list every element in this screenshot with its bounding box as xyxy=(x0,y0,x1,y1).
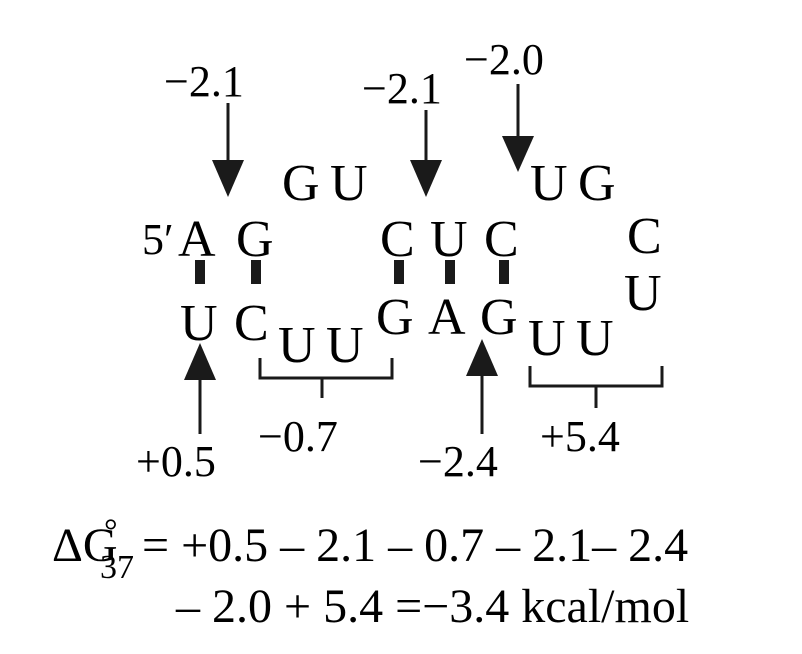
base-3p-u: U xyxy=(180,295,218,352)
equation-line-2: – 2.0 + 5.4 =−3.4 kcal/mol xyxy=(175,580,689,633)
hairpin-g: G xyxy=(578,155,616,212)
pair-bar-c-g2 xyxy=(499,260,509,284)
value-internal-loop: −0.7 xyxy=(258,412,338,461)
arrowhead-ag-stack xyxy=(212,160,244,197)
arrowhead-ua-stack xyxy=(466,339,498,376)
base-5p-u: U xyxy=(430,211,468,268)
five-prime-label: 5′ xyxy=(142,215,174,264)
arrowhead-terminal xyxy=(184,343,216,380)
base-3p-g2: G xyxy=(480,289,518,346)
internal-loop-bracket xyxy=(258,358,394,398)
delta-g-symbol: ΔG xyxy=(52,519,118,572)
base-3p-c: C xyxy=(234,295,269,352)
hairpin-bracket xyxy=(528,366,664,408)
value-ua-stack: −2.4 xyxy=(418,437,498,486)
arrowhead-dangle xyxy=(502,136,534,172)
base-3p-g: G xyxy=(376,289,414,346)
delta-g-degree: ° xyxy=(104,513,118,550)
pair-bar-c-g xyxy=(394,260,404,284)
hairpin-u3: U xyxy=(576,310,614,367)
pair-bar-u-a xyxy=(445,260,455,284)
base-5p-c: C xyxy=(380,211,415,268)
loop-top-g: G xyxy=(282,155,320,212)
value-hairpin: +5.4 xyxy=(540,412,620,461)
equation-line-1: = +0.5 – 2.1 – 0.7 – 2.1– 2.4 xyxy=(142,519,688,572)
loop-bottom-u1: U xyxy=(278,317,316,374)
value-terminal: +0.5 xyxy=(136,437,216,486)
value-ag-stack: −2.1 xyxy=(164,57,244,106)
hairpin-c: C xyxy=(627,208,662,265)
base-5p-a: A xyxy=(178,211,216,268)
loop-top-u: U xyxy=(330,155,368,212)
base-5p-g: G xyxy=(236,211,274,268)
loop-bottom-u2: U xyxy=(326,317,364,374)
value-cu-stack: −2.1 xyxy=(362,64,442,113)
base-3p-a: A xyxy=(428,289,466,346)
hairpin-u1: U xyxy=(530,155,568,212)
arrowhead-cu-stack xyxy=(410,160,442,197)
base-5p-c2: C xyxy=(484,211,519,268)
hairpin-u4: U xyxy=(528,310,566,367)
hairpin-u2: U xyxy=(624,265,662,322)
pair-bar-g-c xyxy=(251,260,261,284)
pair-bar-a-u xyxy=(195,260,205,284)
delta-g-subscript: 37 xyxy=(100,549,134,586)
value-dangle: −2.0 xyxy=(464,35,544,84)
